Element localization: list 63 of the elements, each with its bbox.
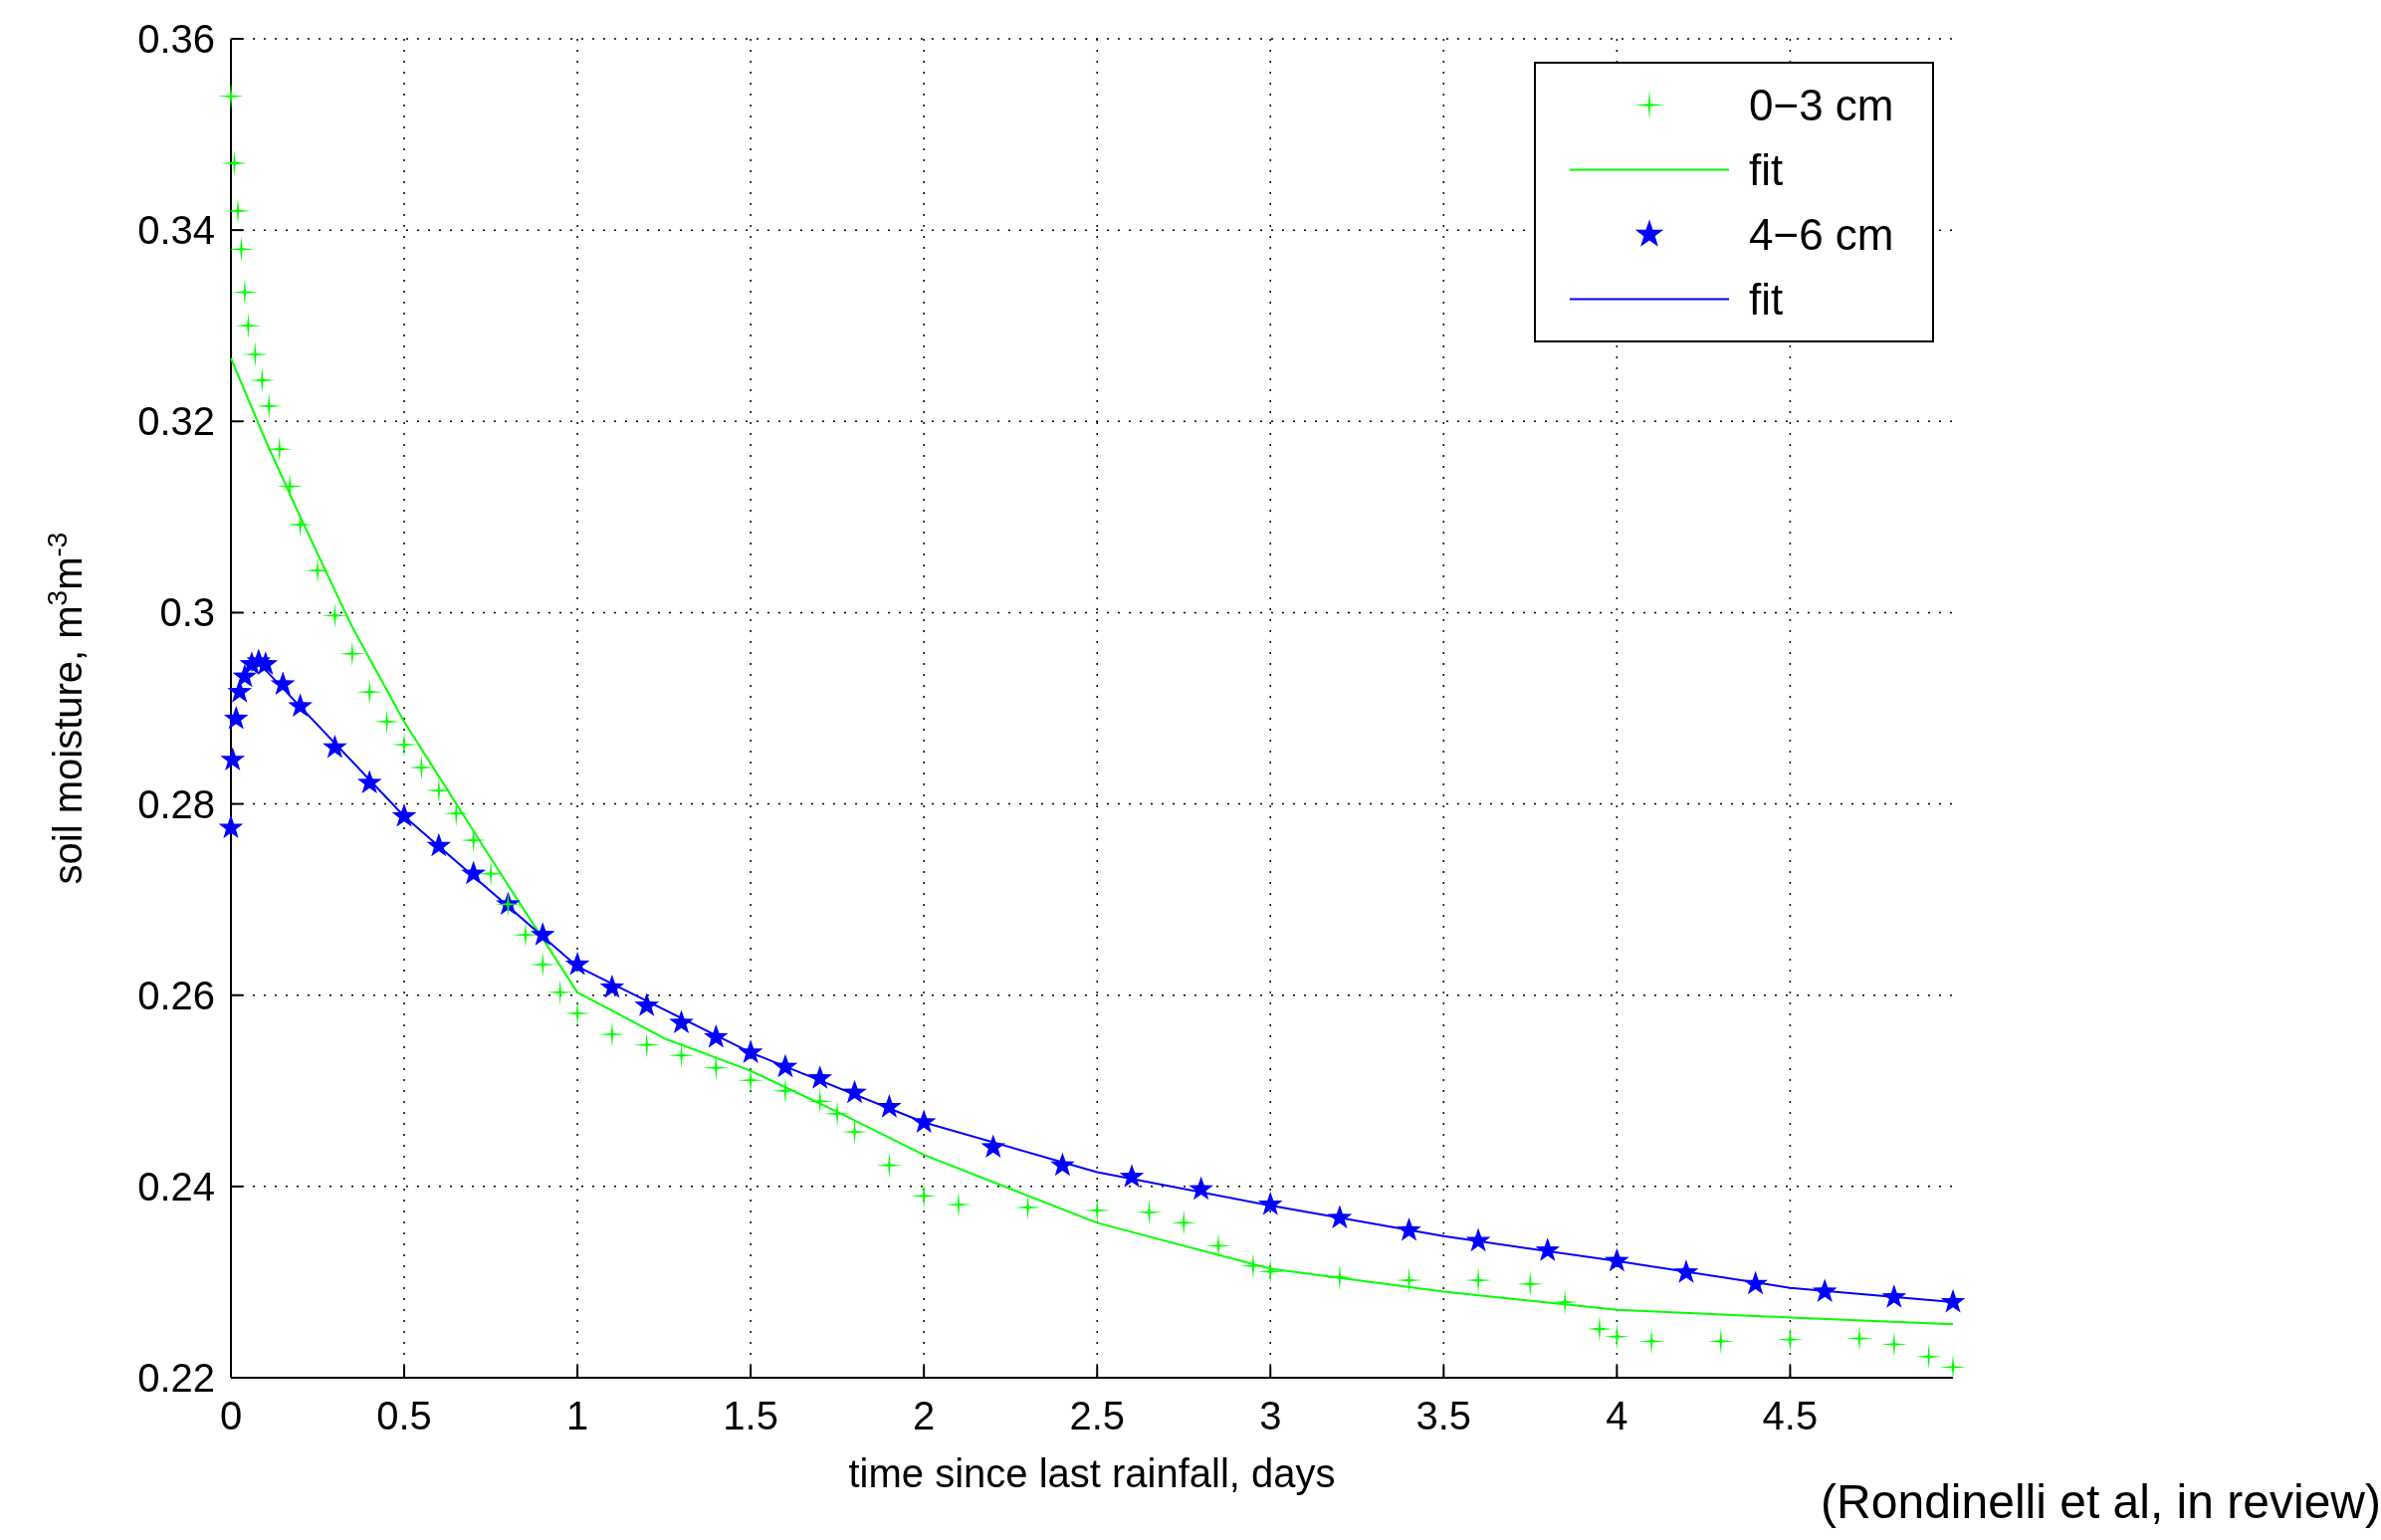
point (564, 951, 590, 976)
x-tick-label: 1.5 (723, 1394, 778, 1437)
point (738, 1039, 763, 1063)
x-tick-label: 4.5 (1762, 1394, 1819, 1437)
point (1257, 1192, 1283, 1215)
point (220, 747, 246, 770)
y-tick-label: 0.26 (137, 973, 215, 1017)
point (703, 1023, 729, 1048)
y-tick-label: 0.3 (159, 590, 215, 635)
point (980, 1134, 1006, 1158)
point (1881, 1284, 1907, 1308)
point (391, 803, 417, 827)
y-tick-label: 0.32 (137, 399, 215, 444)
point (1397, 1217, 1421, 1241)
point (270, 671, 296, 695)
point (1535, 1237, 1561, 1261)
point (807, 1065, 833, 1089)
point (842, 1079, 867, 1104)
point (356, 770, 382, 793)
point (1743, 1270, 1768, 1295)
point (530, 922, 555, 946)
point (1604, 1247, 1629, 1272)
x-tick-label: 1 (565, 1394, 589, 1437)
point (461, 860, 487, 885)
point (634, 992, 660, 1016)
x-axis-title: time since last rainfall, days (848, 1451, 1336, 1495)
y-tick-label: 0.22 (137, 1356, 215, 1400)
point (1812, 1278, 1838, 1303)
point (599, 975, 625, 998)
point (223, 706, 249, 730)
legend-label: fit (1749, 144, 1784, 194)
x-tick-label: 3 (1259, 1394, 1282, 1437)
y-tick-label: 0.24 (137, 1164, 215, 1209)
point (877, 1094, 902, 1118)
text: (Rondinelli et al, in review) (1821, 1475, 2381, 1528)
x-tick-label: 0 (219, 1394, 243, 1437)
x-tick-label: 3.5 (1415, 1394, 1472, 1437)
legend-label: fit (1749, 274, 1784, 324)
y-tick-label: 0.28 (137, 781, 215, 826)
point (1050, 1152, 1075, 1177)
point (1189, 1176, 1214, 1201)
point (1327, 1205, 1353, 1229)
x-tick-label: 2 (913, 1394, 936, 1437)
point (218, 814, 244, 839)
x-tick-label: 0.5 (376, 1394, 432, 1437)
point (911, 1109, 937, 1134)
legend-label: 4−6 cm (1749, 209, 1894, 259)
point (426, 832, 452, 857)
point (232, 663, 258, 688)
y-tick-label: 0.34 (137, 208, 215, 253)
point (669, 1009, 694, 1034)
point (1119, 1164, 1145, 1188)
point (1673, 1259, 1699, 1283)
point (323, 734, 347, 759)
x-tick-label: 4 (1606, 1394, 1628, 1437)
x-tick-label: 2.5 (1069, 1394, 1126, 1437)
point (1940, 1289, 1966, 1313)
point (1465, 1227, 1491, 1252)
point (772, 1053, 798, 1078)
line-series (230, 356, 1954, 1326)
y-tick-label: 0.36 (137, 17, 215, 61)
legend-label: 0−3 cm (1749, 80, 1894, 129)
point (288, 693, 313, 718)
